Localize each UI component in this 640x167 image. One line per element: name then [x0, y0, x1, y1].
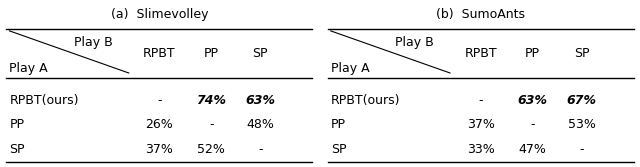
Text: 63%: 63%: [518, 94, 548, 107]
Text: RPBT: RPBT: [143, 47, 176, 60]
Text: SP: SP: [253, 47, 268, 60]
Text: Play B: Play B: [74, 36, 113, 49]
Text: (a)  Slimevolley: (a) Slimevolley: [111, 8, 208, 21]
Text: 33%: 33%: [467, 143, 495, 156]
Text: -: -: [478, 94, 483, 107]
Text: Play A: Play A: [331, 62, 369, 75]
Text: SP: SP: [331, 143, 346, 156]
Text: 74%: 74%: [196, 94, 227, 107]
Text: -: -: [531, 118, 535, 131]
Text: -: -: [579, 143, 584, 156]
Text: 48%: 48%: [246, 118, 275, 131]
Text: 52%: 52%: [198, 143, 225, 156]
Text: 37%: 37%: [467, 118, 495, 131]
Text: SP: SP: [574, 47, 589, 60]
Text: PP: PP: [10, 118, 24, 131]
Text: 63%: 63%: [245, 94, 275, 107]
Text: PP: PP: [525, 47, 540, 60]
Text: RPBT: RPBT: [464, 47, 497, 60]
Text: PP: PP: [331, 118, 346, 131]
Text: RPBT(ours): RPBT(ours): [331, 94, 400, 107]
Text: Play B: Play B: [395, 36, 434, 49]
Text: -: -: [209, 118, 214, 131]
Text: 53%: 53%: [568, 118, 596, 131]
Text: -: -: [157, 94, 162, 107]
Text: -: -: [258, 143, 262, 156]
Text: 47%: 47%: [518, 143, 547, 156]
Text: 67%: 67%: [566, 94, 596, 107]
Text: PP: PP: [204, 47, 219, 60]
Text: RPBT(ours): RPBT(ours): [10, 94, 79, 107]
Text: Play A: Play A: [10, 62, 48, 75]
Text: 26%: 26%: [145, 118, 173, 131]
Text: 37%: 37%: [145, 143, 173, 156]
Text: SP: SP: [10, 143, 25, 156]
Text: (b)  SumoAnts: (b) SumoAnts: [436, 8, 525, 21]
